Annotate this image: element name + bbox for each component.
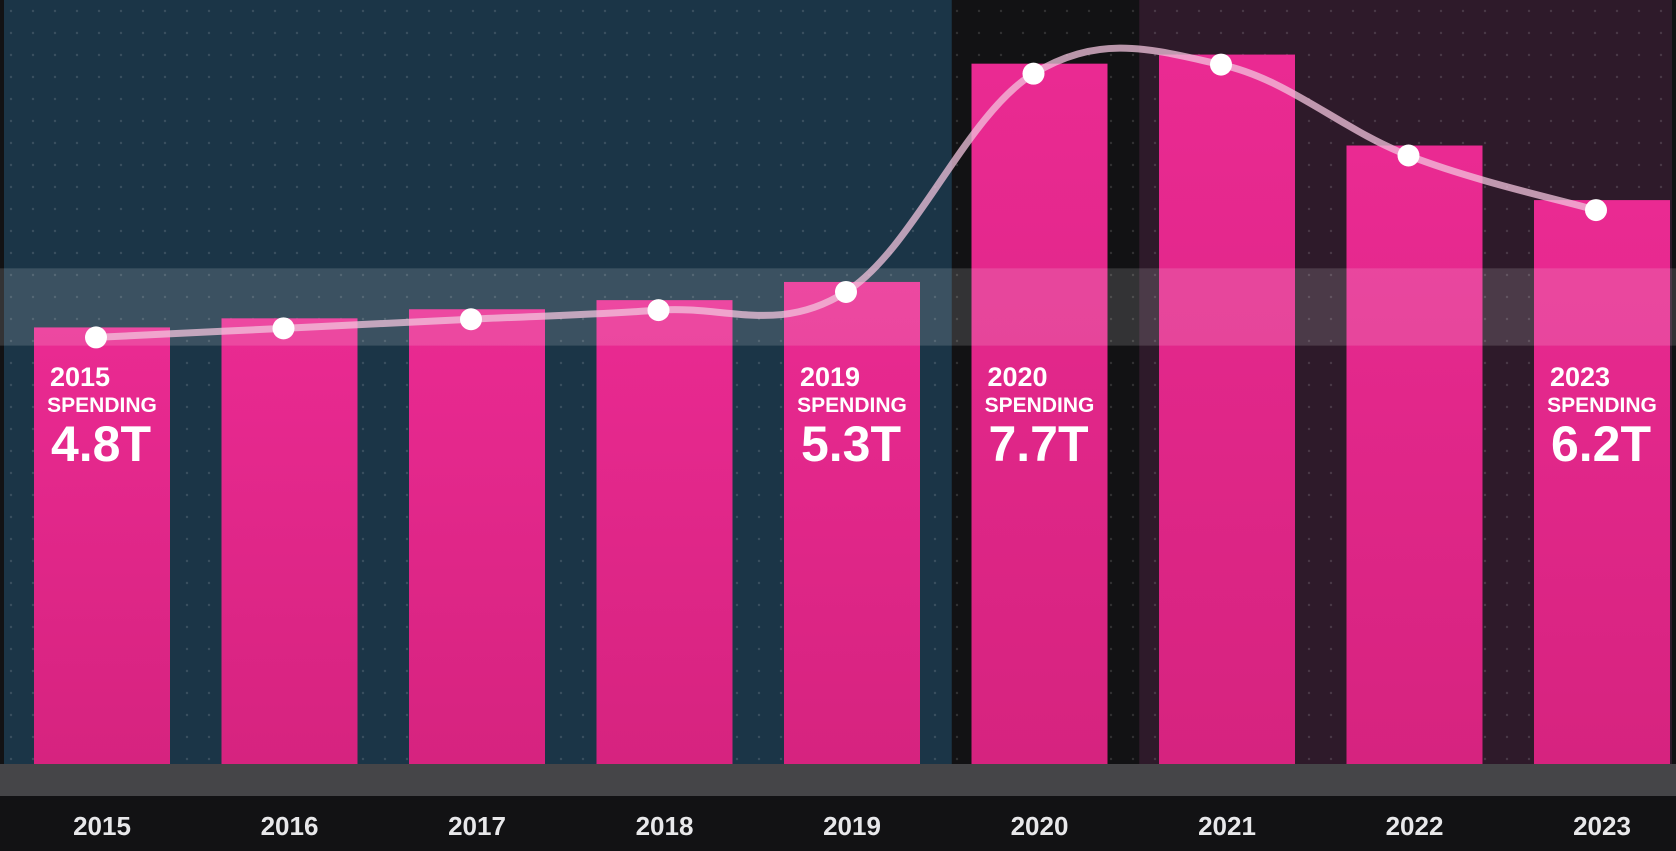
axis-band <box>0 764 1676 796</box>
bar-2015 <box>34 327 170 764</box>
axis-label-strip <box>0 796 1676 846</box>
x-tick-label-2020: 2020 <box>1011 811 1069 841</box>
x-tick-label-2017: 2017 <box>448 811 506 841</box>
callout-year-2019: 2019 <box>800 362 860 392</box>
callout-label-2015: SPENDING <box>47 394 157 417</box>
bars-layer <box>34 54 1670 765</box>
bar-2020 <box>971 63 1108 764</box>
bar-2019 <box>784 281 920 764</box>
bar-2021 <box>1159 54 1295 765</box>
trend-line-layer <box>85 44 1607 349</box>
trend-point-2017 <box>460 308 482 331</box>
callout-value-2015: 4.8T <box>51 416 151 472</box>
trend-point-2018 <box>647 299 670 322</box>
bar-2023 <box>1534 200 1670 765</box>
trend-point-2020 <box>1022 62 1045 85</box>
x-tick-label-2018: 2018 <box>636 811 694 841</box>
callout-year-2020: 2020 <box>987 362 1047 392</box>
trend-point-2022 <box>1397 144 1420 167</box>
callout-value-2023: 6.2T <box>1551 416 1651 472</box>
trend-point-2015 <box>85 326 107 349</box>
x-tick-label-2015: 2015 <box>73 811 131 841</box>
callout-year-2015: 2015 <box>50 362 110 392</box>
trend-line <box>92 44 1600 341</box>
x-tick-label-2016: 2016 <box>261 811 319 841</box>
trend-point-2023 <box>1585 199 1607 222</box>
x-tick-label-2023: 2023 <box>1573 811 1631 841</box>
callout-value-2019: 5.3T <box>801 416 901 472</box>
x-tick-label-2021: 2021 <box>1198 811 1256 841</box>
trend-point-2021 <box>1210 53 1232 76</box>
x-tick-label-2022: 2022 <box>1386 811 1444 841</box>
trend-point-2016 <box>272 317 295 340</box>
bar-2016 <box>221 318 358 764</box>
callout-label-2019: SPENDING <box>797 394 907 417</box>
callout-label-2020: SPENDING <box>985 394 1095 417</box>
callout-value-2020: 7.7T <box>988 416 1088 472</box>
reference-highlight-band <box>0 268 1676 346</box>
bar-2017 <box>409 309 545 764</box>
labels-layer: 2015 2016 2017 2018 2019 2020 2021 2022 2023 2015… <box>47 362 1657 841</box>
highlight-band-layer <box>0 268 1676 346</box>
trend-point-2019 <box>835 280 857 303</box>
callout-year-2023: 2023 <box>1550 362 1610 392</box>
callout-label-2023: SPENDING <box>1547 394 1657 417</box>
bar-2018 <box>596 300 733 764</box>
bar-2022 <box>1346 145 1483 764</box>
x-tick-label-2019: 2019 <box>823 811 881 841</box>
